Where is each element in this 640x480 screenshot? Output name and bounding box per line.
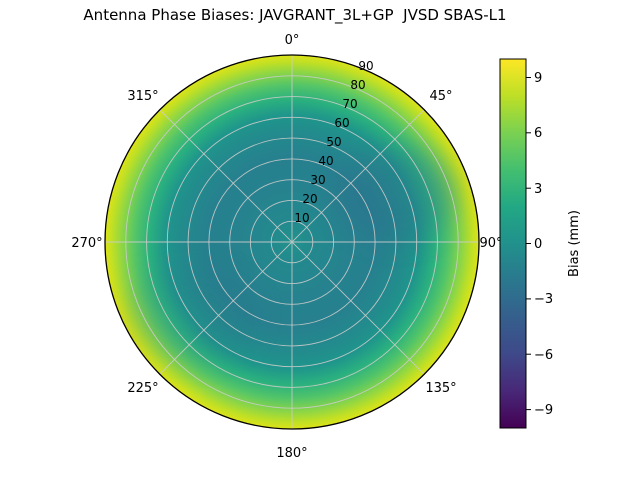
radial-tick-20: 20	[302, 192, 317, 206]
colorbar-tick-m9: −9	[534, 403, 553, 418]
colorbar-tick-marks	[526, 77, 531, 411]
angular-tick-0: 0°	[285, 33, 300, 48]
colorbar: 9 6 3 0 −3 −6 −9 Bias (mm)	[499, 58, 582, 429]
angular-tick-225: 225°	[127, 381, 158, 396]
angular-tick-45: 45°	[429, 89, 452, 104]
colorbar-tick-6: 6	[534, 126, 542, 141]
radial-tick-30: 30	[310, 173, 325, 187]
radial-tick-80: 80	[350, 78, 365, 92]
radial-tick-10: 10	[294, 211, 309, 225]
negative-bias-patch-ne	[334, 146, 458, 242]
colorbar-tick-0: 0	[534, 237, 542, 252]
angular-gridlines	[105, 55, 479, 429]
angular-tick-315: 315°	[127, 89, 158, 104]
angular-tick-90: 90°	[479, 236, 502, 251]
colorbar-tick-m3: −3	[534, 292, 553, 307]
angular-tick-270: 270°	[71, 236, 102, 251]
colorbar-tick-9: 9	[534, 71, 542, 86]
colorbar-tick-3: 3	[534, 182, 542, 197]
radial-tick-60: 60	[334, 116, 349, 130]
angular-tick-180: 180°	[276, 446, 307, 461]
polar-plot-area: 0° 45° 90° 135° 180° 225° 270° 315° 10 2…	[71, 33, 502, 461]
colorbar-axis-label: Bias (mm)	[567, 210, 582, 277]
radial-tick-50: 50	[326, 135, 341, 149]
radial-tick-70: 70	[342, 97, 357, 111]
polar-axes-boundary	[104, 54, 480, 430]
colorbar-tick-m6: −6	[534, 348, 553, 363]
radial-tick-labels: 10 20 30 40 50 60 70 80 90	[294, 59, 373, 225]
angular-tick-labels: 0° 45° 90° 135° 180° 225° 270° 315°	[71, 33, 502, 461]
colorbar-tick-labels: 9 6 3 0 −3 −6 −9	[534, 71, 553, 418]
chart-title: Antenna Phase Biases: JAVGRANT_3L+GP JVS…	[83, 6, 506, 25]
colorbar-gradient	[499, 58, 527, 429]
angular-tick-135: 135°	[425, 381, 456, 396]
radial-tick-40: 40	[318, 154, 333, 168]
radial-tick-90: 90	[358, 59, 373, 73]
